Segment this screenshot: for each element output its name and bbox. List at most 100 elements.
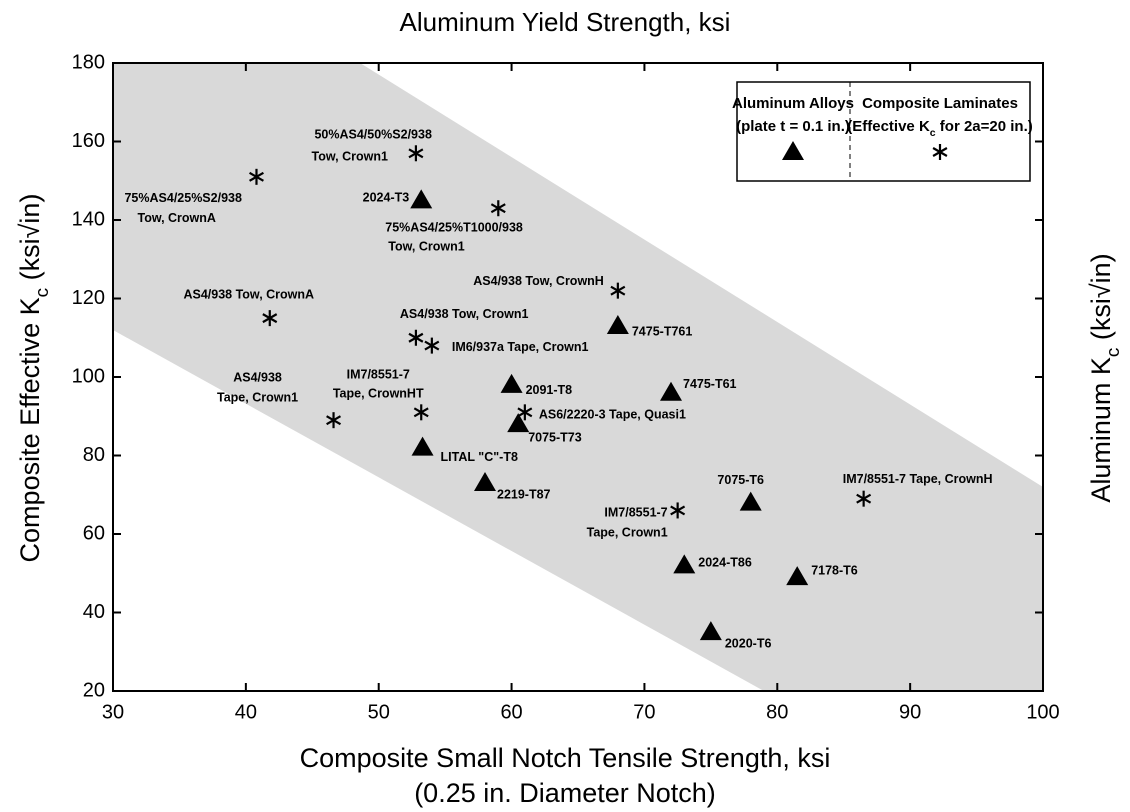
- triangle-marker: [739, 491, 762, 511]
- asterisk-marker: [424, 337, 440, 354]
- triangle-marker: [673, 554, 696, 574]
- asterisk-stroke: [490, 203, 506, 214]
- asterisk-stroke: [408, 332, 424, 343]
- asterisk-marker: [249, 168, 264, 185]
- y-tick-label: 100: [72, 365, 105, 387]
- point-label: 7075-T6: [717, 473, 764, 487]
- asterisk-marker: [413, 404, 429, 421]
- x-tick-label: 50: [368, 701, 390, 723]
- triangle-marker: [786, 566, 809, 586]
- legend-note-part: c: [930, 127, 936, 139]
- legend-note-part: for 2a=20 in.): [936, 118, 1033, 135]
- triangle-marker: [660, 381, 682, 401]
- legend-label: Aluminum Alloys: [732, 95, 854, 112]
- x-axis-label: Composite Small Notch Tensile Strength, …: [300, 743, 831, 773]
- asterisk-stroke: [517, 407, 533, 418]
- point-label: 75%AS4/25%S2/938: [124, 191, 241, 205]
- asterisk-stroke: [932, 147, 948, 157]
- point-label: 7075-T73: [528, 430, 582, 444]
- legend-note-part: (plate t = 0.1 in.): [736, 118, 850, 135]
- legend-box: [736, 81, 1031, 182]
- asterisk-stroke: [670, 505, 686, 516]
- asterisk-marker: [262, 310, 278, 327]
- point-label: 2219-T87: [497, 487, 551, 501]
- point-label: 75%AS4/25%T1000/938: [385, 221, 523, 235]
- asterisk-stroke: [424, 340, 440, 351]
- y2-axis-label-part: (ksi√in): [1086, 253, 1116, 347]
- asterisk-stroke: [610, 285, 626, 296]
- asterisk-marker: [670, 502, 686, 519]
- x-tick-label: 80: [766, 701, 788, 723]
- asterisk-stroke: [326, 415, 342, 426]
- x-tick-label: 90: [899, 701, 921, 723]
- asterisk-marker: [517, 404, 533, 421]
- point-label: 7475-T61: [683, 377, 737, 391]
- y-tick-label: 20: [83, 679, 105, 701]
- y2-axis-label: Aluminum Kc (ksi√in): [1086, 253, 1123, 502]
- legend-note-part: (Effective K: [847, 118, 930, 135]
- point-label: AS4/938 Tow, Crown1: [400, 307, 529, 321]
- asterisk-marker: [610, 282, 626, 299]
- point-label: 7475-T761: [632, 324, 693, 338]
- x-axis-label: (0.25 in. Diameter Notch): [414, 778, 716, 808]
- point-label: 50%AS4/50%S2/938: [314, 128, 431, 142]
- x-tick-label: 70: [633, 701, 655, 723]
- asterisk-marker: [932, 144, 948, 160]
- point-label: Tape, Crown1: [587, 526, 668, 540]
- y-tick-label: 60: [83, 522, 105, 544]
- y2-axis-label-part: Aluminum K: [1086, 357, 1116, 503]
- triangle-marker: [474, 471, 496, 491]
- asterisk-marker: [856, 490, 872, 507]
- y-axis-label-part: (ksi√in): [15, 194, 45, 288]
- point-label: IM7/8551-7 Tape, CrownH: [843, 472, 993, 486]
- x-tick-label: 40: [235, 701, 257, 723]
- y-tick-label: 80: [83, 444, 105, 466]
- triangle-marker: [606, 314, 629, 334]
- point-label: AS4/938: [233, 370, 282, 384]
- x-tick-label: 100: [1026, 701, 1059, 723]
- point-label: IM7/8551-7: [347, 368, 410, 382]
- point-label: 2091-T8: [526, 383, 573, 397]
- point-label: 7178-T6: [811, 563, 858, 577]
- asterisk-stroke: [408, 148, 424, 159]
- y-axis-label: Composite Effective Kc (ksi√in): [15, 194, 52, 563]
- point-label: Tow, Crown1: [312, 150, 388, 164]
- point-label: AS6/2220-3 Tape, Quasi1: [539, 408, 686, 422]
- triangle-marker: [410, 189, 433, 209]
- asterisk-marker: [326, 412, 342, 429]
- triangle-marker: [782, 141, 804, 160]
- point-label: 2024-T3: [363, 191, 410, 205]
- point-label: 2024-T86: [698, 556, 752, 570]
- legend-label: Composite Laminates: [862, 95, 1018, 112]
- y-tick-label: 40: [83, 601, 105, 623]
- point-label: Tape, Crown1: [217, 390, 298, 404]
- asterisk-stroke: [856, 493, 872, 504]
- y2-axis-label-part: c: [1103, 348, 1124, 357]
- asterisk-stroke: [262, 313, 278, 324]
- point-label: Tow, CrownA: [137, 211, 215, 225]
- point-label: 2020-T6: [725, 636, 772, 650]
- triangle-marker: [500, 373, 523, 393]
- point-label: Tape, CrownHT: [333, 387, 424, 401]
- y-axis-label-part: c: [32, 288, 53, 297]
- asterisk-marker: [408, 145, 424, 162]
- x-tick-label: 60: [500, 701, 522, 723]
- point-label: IM7/8551-7: [604, 506, 667, 520]
- point-label: AS4/938 Tow, CrownH: [473, 274, 604, 288]
- point-label: Tow, Crown1: [388, 240, 464, 254]
- triangle-marker: [507, 413, 530, 433]
- asterisk-stroke: [413, 407, 429, 418]
- chart-title: Aluminum Yield Strength, ksi: [400, 7, 731, 37]
- y-tick-label: 160: [72, 130, 105, 152]
- asterisk-marker: [490, 200, 506, 217]
- point-label: AS4/938 Tow, CrownA: [183, 287, 314, 301]
- point-label: IM6/937a Tape, Crown1: [452, 340, 589, 354]
- x-tick-label: 30: [102, 701, 124, 723]
- y-axis-label-part: Composite Effective K: [15, 297, 45, 562]
- asterisk-marker: [408, 329, 424, 346]
- legend-note: (plate t = 0.1 in.): [736, 118, 850, 135]
- point-label: LITAL "C"-T8: [441, 450, 518, 464]
- triangle-marker: [699, 621, 722, 641]
- y-tick-label: 120: [72, 287, 105, 309]
